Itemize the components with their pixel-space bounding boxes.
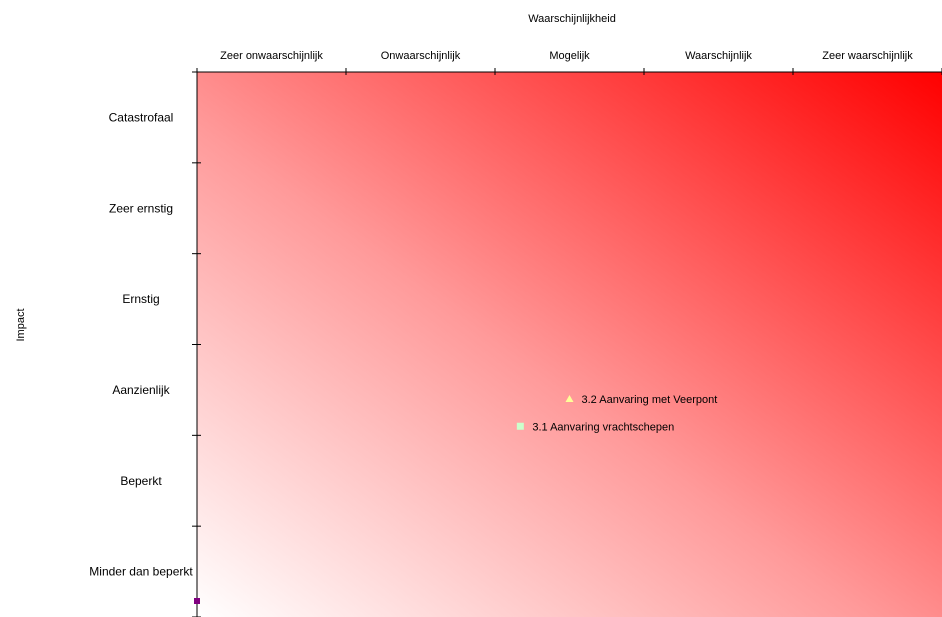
y-category-label: Ernstig [122, 292, 159, 306]
y-axis-title: Impact [15, 308, 27, 341]
data-point-label: 3.2 Aanvaring met Veerpont [582, 394, 718, 406]
y-category-label: Zeer ernstig [109, 201, 173, 215]
y-category-label: Catastrofaal [109, 110, 174, 124]
x-axis-title: Waarschijnlijkheid [528, 13, 616, 25]
y-category-label: Aanzienlijk [112, 383, 170, 397]
data-point-label: 3.1 Aanvaring vrachtschepen [532, 421, 674, 433]
x-category-label: Waarschijnlijk [685, 50, 752, 62]
y-category-label: Minder dan beperkt [89, 565, 193, 579]
data-point-marker [565, 395, 574, 402]
plot-background [197, 72, 942, 617]
x-category-label: Mogelijk [549, 50, 590, 62]
data-point-marker [516, 422, 524, 430]
y-category-label: Beperkt [120, 474, 162, 488]
x-category-label: Zeer onwaarschijnlijk [220, 50, 323, 62]
origin-marker [194, 598, 200, 604]
x-category-label: Onwaarschijnlijk [381, 50, 461, 62]
x-category-label: Zeer waarschijnlijk [822, 50, 913, 62]
